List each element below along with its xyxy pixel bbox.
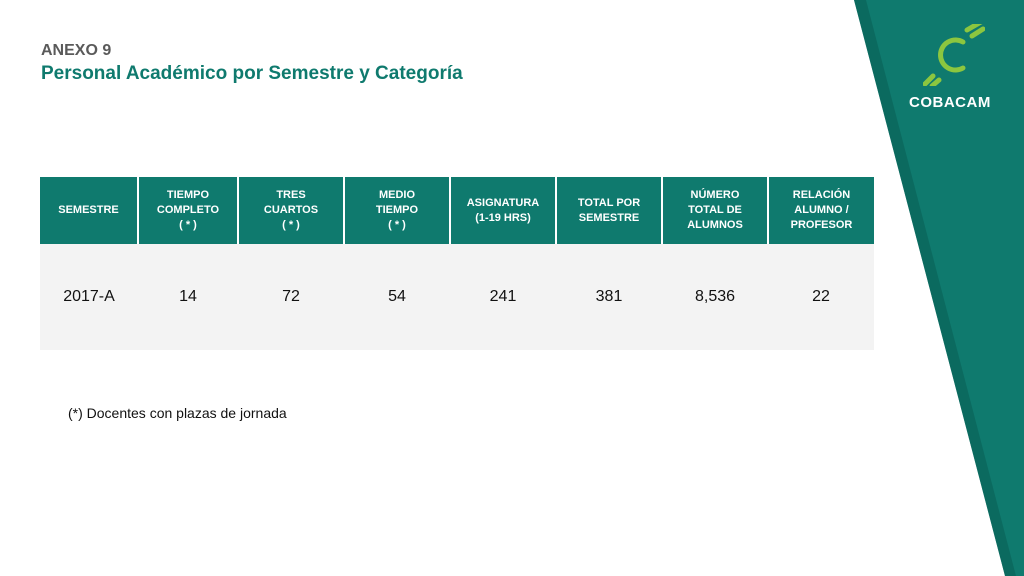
col-header-medio-tiempo: MEDIO TIEMPO ( * ) bbox=[344, 177, 451, 244]
col-header-total-semestre: TOTAL POR SEMESTRE bbox=[556, 177, 663, 244]
col-header-semestre: SEMESTRE bbox=[40, 177, 139, 244]
cobacam-c-logo-icon bbox=[923, 24, 985, 86]
cobacam-logo: COBACAM bbox=[905, 24, 1005, 111]
brand-name: COBACAM bbox=[909, 94, 991, 111]
academic-staff-table: SEMESTRE TIEMPO COMPLETO ( * ) TRES CUAR… bbox=[40, 177, 874, 350]
cell-tiempo-completo: 14 bbox=[138, 244, 238, 350]
cell-total-alumnos: 8,536 bbox=[662, 244, 768, 350]
cell-asignatura: 241 bbox=[450, 244, 556, 350]
slide-header: ANEXO 9 Personal Académico por Semestre … bbox=[41, 42, 463, 86]
cell-medio-tiempo: 54 bbox=[344, 244, 450, 350]
col-header-total-alumnos: NÚMERO TOTAL DE ALUMNOS bbox=[662, 177, 769, 244]
cell-tres-cuartos: 72 bbox=[238, 244, 344, 350]
annex-label: ANEXO 9 bbox=[41, 42, 112, 59]
table-header-row: SEMESTRE TIEMPO COMPLETO ( * ) TRES CUAR… bbox=[40, 177, 874, 244]
cell-relacion: 22 bbox=[768, 244, 874, 350]
col-header-tiempo-completo: TIEMPO COMPLETO ( * ) bbox=[138, 177, 239, 244]
col-header-tres-cuartos: TRES CUARTOS ( * ) bbox=[238, 177, 345, 244]
cell-semestre: 2017-A bbox=[40, 244, 138, 350]
col-header-asignatura: ASIGNATURA (1-19 HRS) bbox=[450, 177, 557, 244]
page-title: Personal Académico por Semestre y Catego… bbox=[41, 63, 463, 84]
cell-total-semestre: 381 bbox=[556, 244, 662, 350]
table-row: 2017-A 14 72 54 241 381 8,536 22 bbox=[40, 244, 874, 350]
footnote: (*) Docentes con plazas de jornada bbox=[68, 405, 287, 421]
col-header-relacion: RELACIÓN ALUMNO / PROFESOR bbox=[768, 177, 874, 244]
